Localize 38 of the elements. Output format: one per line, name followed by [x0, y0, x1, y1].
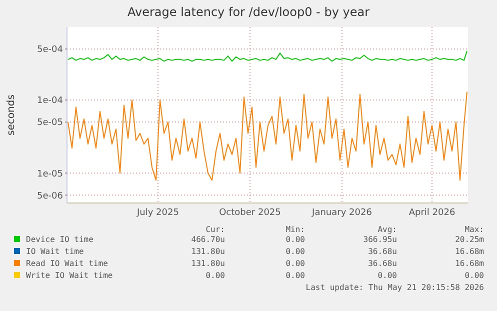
text: 36.68u — [368, 247, 398, 256]
text: 36.68u — [368, 259, 398, 268]
text: 0.00 — [286, 235, 306, 244]
y-axis-title: seconds — [6, 94, 17, 136]
y-tick-label: 5e-06 — [37, 191, 64, 202]
y-tick-label: 1e-05 — [37, 169, 63, 180]
x-tick-label: January 2026 — [311, 208, 372, 218]
chart-title: Average latency for /dev/loop0 - by year — [127, 5, 370, 19]
text: Max: — [464, 225, 484, 234]
x-tick-label: April 2026 — [408, 208, 456, 218]
text: 0.00 — [286, 271, 306, 280]
line-series — [68, 91, 468, 181]
line-series — [68, 50, 468, 62]
text: 131.80u — [191, 247, 226, 256]
text: 0.00 — [286, 259, 306, 268]
text: 16.68m — [455, 259, 484, 268]
text: Last update: Thu May 21 20:15:58 2026 — [306, 283, 484, 292]
legend-label: Read IO Wait time — [26, 259, 108, 268]
y-tick-label: 1e-04 — [37, 96, 64, 106]
y-tick-label: 5e-04 — [37, 45, 64, 56]
text: 0.00 — [206, 271, 226, 280]
text: 20.25m — [455, 235, 484, 244]
x-tick-label: October 2025 — [219, 208, 281, 218]
legend-label: Write IO Wait time — [26, 271, 113, 280]
text: 366.95u — [363, 235, 398, 244]
text: 131.80u — [191, 259, 226, 268]
x-tick-label: July 2025 — [136, 208, 179, 218]
text: Cur: — [206, 225, 225, 234]
legend-label: IO Wait time — [26, 247, 84, 256]
text: 0.00 — [378, 271, 398, 280]
y-tick-label: 5e-05 — [37, 118, 63, 128]
text: Min: — [286, 225, 305, 234]
text: 0.00 — [464, 271, 484, 280]
text: 0.00 — [286, 247, 306, 256]
text: 16.68m — [455, 247, 484, 256]
text: Avg: — [378, 225, 397, 234]
legend-label: Device IO time — [26, 235, 94, 244]
text: 466.70u — [191, 235, 226, 244]
